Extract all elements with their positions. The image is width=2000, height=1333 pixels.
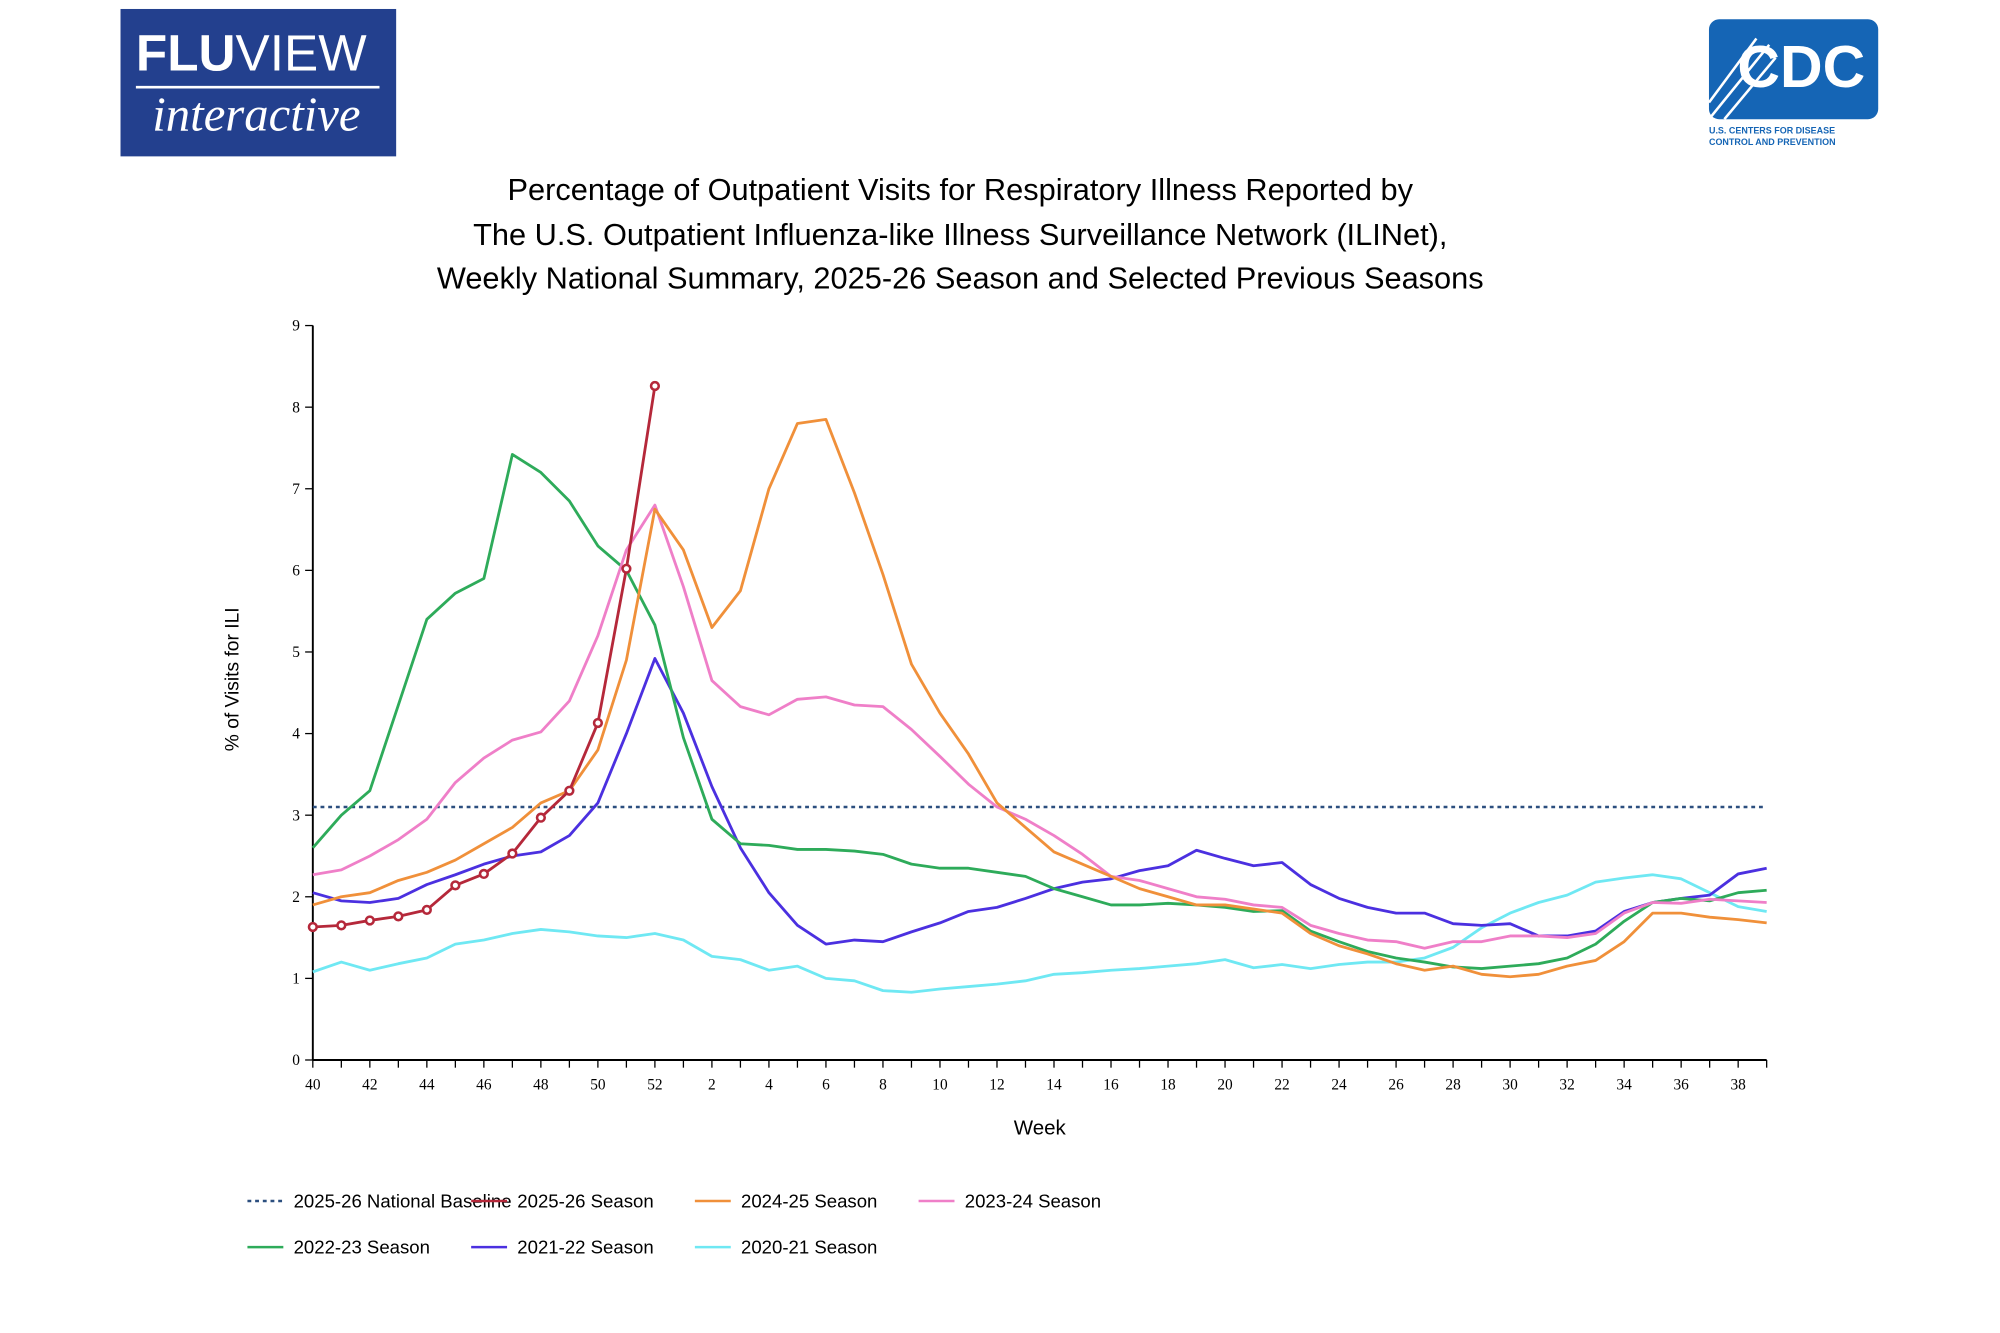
- series-marker: [450, 880, 461, 891]
- x-tick-label: 16: [1103, 1076, 1119, 1093]
- series-line: [312, 417, 1767, 979]
- series-marker: [307, 921, 318, 933]
- y-tick-label: 4: [292, 726, 300, 743]
- y-tick-label: 9: [292, 318, 300, 335]
- y-tick-label: 8: [292, 399, 300, 416]
- series-marker: [649, 380, 661, 392]
- series-line: [311, 453, 1767, 971]
- series-marker: [592, 717, 604, 729]
- x-tick-label: 46: [476, 1076, 492, 1093]
- y-tick-label: 1: [292, 971, 300, 988]
- logo-sub: interactive: [152, 88, 360, 142]
- legend-label: 2020-21 Season: [741, 1237, 877, 1258]
- cdc-line: CONTROL AND PREVENTION: [1709, 137, 1836, 147]
- series-marker: [621, 563, 632, 574]
- legend-label: 2023-24 Season: [965, 1190, 1101, 1211]
- series-line: [312, 385, 657, 929]
- x-tick-label: 40: [305, 1076, 321, 1093]
- x-tick-label: 10: [932, 1076, 948, 1093]
- x-tick-label: 24: [1331, 1076, 1347, 1093]
- x-tick-label: 48: [533, 1076, 549, 1093]
- x-tick-label: 42: [362, 1076, 377, 1093]
- legend-label: 2021-22 Season: [517, 1237, 653, 1258]
- y-axis-title: % of Visits for ILI: [222, 607, 243, 751]
- x-tick-label: 8: [879, 1076, 887, 1093]
- series-line: [312, 503, 1767, 950]
- y-tick-label: 6: [292, 562, 300, 579]
- cdc-line: U.S. CENTERS FOR DISEASE: [1709, 125, 1835, 135]
- x-tick-label: 26: [1388, 1076, 1404, 1093]
- x-tick-label: 12: [989, 1076, 1004, 1093]
- x-tick-label: 14: [1046, 1076, 1062, 1093]
- chart-title: Weekly National Summary, 2025-26 Season …: [437, 260, 1484, 295]
- x-tick-label: 44: [419, 1076, 435, 1093]
- x-tick-label: 6: [822, 1076, 830, 1093]
- series-marker: [364, 915, 375, 926]
- y-tick-label: 0: [292, 1052, 300, 1069]
- x-tick-label: 52: [647, 1076, 662, 1093]
- logo-text: FLUVIEW: [136, 25, 367, 82]
- logo-bold: FLU: [136, 25, 236, 82]
- x-axis-title: Week: [1014, 1116, 1067, 1139]
- x-tick-label: 30: [1502, 1076, 1518, 1093]
- x-tick-label: 36: [1673, 1076, 1689, 1093]
- y-tick-label: 7: [292, 481, 300, 498]
- x-tick-label: 20: [1217, 1076, 1233, 1093]
- x-tick-label: 50: [590, 1076, 606, 1093]
- x-tick-label: 2: [708, 1076, 716, 1093]
- series-marker: [564, 785, 575, 796]
- series-marker: [478, 868, 489, 880]
- x-tick-label: 4: [765, 1076, 773, 1093]
- legend-label: 2022-23 Season: [294, 1237, 430, 1258]
- x-tick-label: 34: [1616, 1076, 1632, 1093]
- legend-label: 2025-26 Season: [517, 1190, 653, 1211]
- x-tick-label: 22: [1274, 1076, 1289, 1093]
- fluview-logo: [120, 8, 397, 157]
- logo-rest: VIEW: [236, 25, 368, 82]
- y-tick-label: 2: [292, 889, 300, 906]
- legend-label: 2024-25 Season: [741, 1190, 877, 1211]
- cdc-rays: [1707, 37, 1777, 121]
- x-tick-label: 32: [1559, 1076, 1574, 1093]
- chart-title: Percentage of Outpatient Visits for Resp…: [508, 172, 1414, 207]
- y-tick-label: 3: [292, 807, 300, 824]
- cdc-mark: CDC: [1737, 35, 1865, 100]
- series-marker: [336, 920, 347, 931]
- series-line: [312, 657, 1767, 946]
- x-tick-label: 28: [1445, 1076, 1461, 1093]
- series-marker: [421, 904, 432, 915]
- series-marker: [393, 911, 404, 922]
- series-marker: [507, 848, 518, 859]
- series-line: [312, 873, 1767, 994]
- x-tick-label: 38: [1730, 1076, 1746, 1093]
- y-tick-label: 5: [292, 644, 300, 661]
- legend-label: 2025-26 National Baseline: [294, 1190, 512, 1211]
- chart-title: The U.S. Outpatient Influenza-like Illne…: [473, 217, 1447, 252]
- series-marker: [535, 812, 547, 823]
- x-tick-label: 18: [1160, 1076, 1176, 1093]
